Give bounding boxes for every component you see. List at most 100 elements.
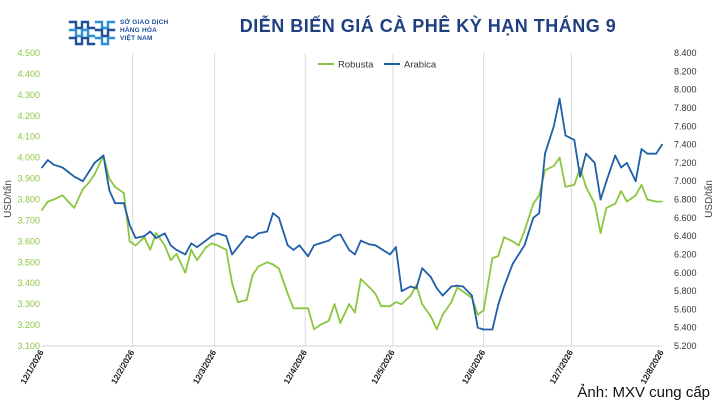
- data-point-arabica: [87, 171, 90, 173]
- right-tick-label: 5.200: [674, 341, 697, 351]
- right-tick-label: 7.400: [674, 140, 697, 150]
- data-point-robusta: [149, 248, 152, 251]
- left-tick-label: 3.900: [17, 174, 40, 184]
- data-point-robusta: [190, 248, 193, 251]
- data-point-arabica: [497, 303, 500, 306]
- data-point-arabica: [511, 262, 514, 265]
- data-point-robusta: [599, 232, 602, 234]
- data-point-robusta: [538, 194, 541, 197]
- data-point-robusta: [655, 200, 658, 203]
- left-tick-label: 4.200: [17, 111, 40, 121]
- data-point-robusta: [614, 202, 617, 205]
- data-point-robusta: [292, 307, 295, 310]
- data-point-arabica: [292, 249, 295, 251]
- data-point-arabica: [123, 202, 125, 205]
- data-point-robusta: [169, 259, 172, 262]
- data-point-robusta: [517, 244, 520, 247]
- data-point-arabica: [61, 166, 64, 169]
- data-point-robusta: [409, 294, 412, 297]
- data-point-arabica: [503, 285, 505, 288]
- data-point-robusta: [108, 177, 111, 180]
- data-point-robusta: [368, 286, 371, 289]
- legend-label-arabica: Arabica: [404, 60, 437, 71]
- data-point-robusta: [503, 236, 505, 239]
- x-axis-ticks: 12/1/2026 12/2/2026 12/3/2026 12/4/2026 12/5…: [18, 348, 666, 386]
- data-point-arabica: [307, 255, 309, 258]
- data-point-robusta: [163, 244, 166, 247]
- data-point-arabica: [272, 212, 274, 215]
- x-tick-label: 12/7/2026: [547, 348, 575, 386]
- data-point-arabica: [389, 253, 391, 256]
- left-tick-label: 4.100: [17, 132, 40, 142]
- data-point-robusta: [359, 278, 362, 280]
- data-point-robusta: [245, 299, 248, 301]
- data-point-robusta: [123, 192, 125, 195]
- data-point-arabica: [73, 175, 76, 178]
- data-point-robusta: [196, 259, 198, 262]
- data-point-robusta: [272, 263, 274, 266]
- x-tick-label: 12/6/2026: [460, 348, 488, 386]
- data-point-robusta: [374, 292, 377, 295]
- data-point-arabica: [538, 212, 541, 215]
- data-point-robusta: [93, 173, 96, 176]
- data-point-robusta: [348, 303, 350, 305]
- data-point-robusta: [251, 273, 254, 276]
- data-point-robusta: [82, 188, 84, 190]
- y-axis-label-right: USD/tấn: [703, 180, 715, 218]
- right-axis-ticks: 5.200 5.400 5.600 5.800 6.000 6.200 6.400 6.600…: [674, 48, 697, 351]
- left-tick-label: 4.000: [17, 153, 40, 163]
- data-point-robusta: [128, 240, 131, 243]
- data-point-arabica: [278, 216, 280, 219]
- data-point-robusta: [593, 202, 596, 205]
- data-point-arabica: [552, 125, 555, 128]
- data-point-robusta: [661, 200, 663, 203]
- data-point-robusta: [564, 186, 567, 188]
- data-point-robusta: [73, 207, 76, 209]
- left-tick-label: 3.100: [17, 341, 40, 351]
- data-point-arabica: [655, 152, 658, 155]
- series-line-arabica: [41, 97, 663, 331]
- data-point-robusta: [476, 313, 479, 316]
- data-point-arabica: [646, 152, 649, 155]
- data-point-arabica: [579, 175, 581, 178]
- data-point-robusta: [87, 181, 90, 184]
- data-point-arabica: [339, 233, 342, 236]
- data-point-arabica: [626, 162, 628, 164]
- left-tick-label: 3.800: [17, 195, 40, 205]
- y-axis-label-left: USD/tấn: [2, 180, 14, 218]
- data-point-arabica: [395, 246, 397, 249]
- right-tick-label: 7.200: [674, 158, 697, 168]
- data-point-robusta: [456, 286, 459, 289]
- data-point-arabica: [482, 328, 485, 331]
- data-point-arabica: [430, 276, 432, 279]
- data-point-arabica: [251, 237, 254, 239]
- data-point-arabica: [169, 244, 172, 247]
- data-point-arabica: [327, 239, 330, 242]
- x-tick-label: 12/4/2026: [281, 348, 309, 386]
- data-point-arabica: [532, 216, 535, 219]
- logo-mark-icon: [68, 20, 116, 46]
- data-point-arabica: [476, 326, 479, 329]
- logo-line-2: HÀNG HÓA: [120, 27, 157, 34]
- data-point-robusta: [216, 244, 219, 247]
- x-tick-label: 12/3/2026: [191, 348, 219, 386]
- data-point-arabica: [359, 239, 362, 242]
- data-point-robusta: [523, 230, 526, 232]
- data-point-arabica: [348, 249, 350, 251]
- data-point-arabica: [225, 235, 228, 238]
- right-tick-label: 5.400: [674, 323, 697, 333]
- data-point-arabica: [380, 248, 383, 250]
- data-point-arabica: [149, 230, 152, 233]
- data-point-arabica: [573, 139, 576, 141]
- data-point-robusta: [333, 303, 336, 305]
- right-tick-label: 7.600: [674, 121, 697, 131]
- data-point-arabica: [517, 253, 520, 256]
- data-point-arabica: [216, 232, 219, 235]
- data-point-robusta: [640, 183, 643, 186]
- data-point-robusta: [626, 200, 628, 203]
- x-tick-label: 12/5/2026: [369, 348, 397, 386]
- data-point-robusta: [225, 248, 228, 251]
- series-line-robusta: [41, 154, 662, 331]
- data-point-robusta: [421, 303, 424, 305]
- data-point-arabica: [450, 285, 453, 288]
